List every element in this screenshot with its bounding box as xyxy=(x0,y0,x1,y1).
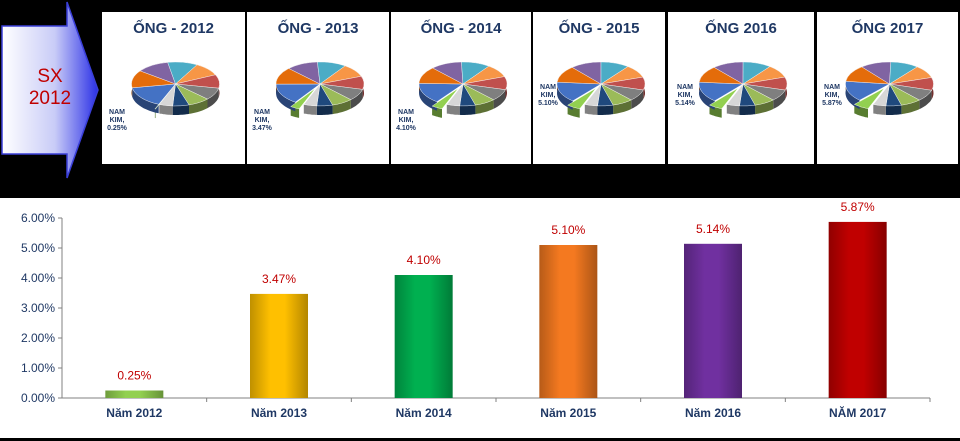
pie-title: ỐNG - 2013 xyxy=(277,20,359,37)
pie-slice-side xyxy=(885,105,902,115)
pie-nam-kim-label: NAM KIM, 0.25% xyxy=(107,109,127,132)
pie-panel-2013: ỐNG - 2013 NAM KIM, 3.47% xyxy=(247,12,389,164)
pie-slice-side xyxy=(493,89,506,109)
pie-nam-kim-label: NAM KIM, 4.10% xyxy=(396,109,416,132)
y-tick-label: 4.00% xyxy=(21,271,55,285)
pie-slice-nam-kim xyxy=(709,88,739,109)
pie-slice-side xyxy=(597,105,614,115)
pie-panel-2017: ỐNG 2017 NAM KIM, 5.87% xyxy=(817,12,958,164)
pie-slice-nam-kim xyxy=(290,88,316,110)
pie-nam-kim-label: NAM KIM, 3.47% xyxy=(252,109,272,132)
pie-slice-side xyxy=(613,100,632,115)
pie-slice xyxy=(584,83,602,107)
pie-slice-side xyxy=(699,82,715,110)
pie-slice-side xyxy=(459,105,476,115)
y-tick-label: 1.00% xyxy=(21,361,55,375)
pie-slice-side xyxy=(773,90,786,109)
pie-slice-side xyxy=(726,104,740,115)
bar-chart-panel: 0.00% 1.00% 2.00% 3.00% 4.00% 5.00% 6.00% 0.25%… xyxy=(0,198,960,438)
arrow-shape xyxy=(1,1,99,179)
pie-slice-side xyxy=(132,87,159,114)
pie-chart xyxy=(131,61,220,119)
pie-slice xyxy=(726,83,744,107)
category-label: Năm 2016 xyxy=(685,406,741,420)
pie-slice-side xyxy=(276,84,296,112)
pie-slice-side xyxy=(332,99,351,115)
category-label: Năm 2012 xyxy=(106,406,162,420)
category-label: NĂM 2017 xyxy=(829,405,887,420)
pie-chart xyxy=(845,61,934,118)
pie-slice-side xyxy=(901,100,920,115)
pie-slice-side xyxy=(845,81,860,110)
pie-title: ỐNG - 2014 xyxy=(420,20,502,37)
pie-slice-side xyxy=(159,104,173,115)
pie-slice-nam-kim xyxy=(853,88,885,109)
pie-slice-side xyxy=(189,99,208,114)
bar xyxy=(539,245,598,398)
pie-nam-kim-label: NAM KIM, 5.14% xyxy=(675,84,695,107)
data-label: 5.87% xyxy=(841,200,875,214)
category-label: Năm 2014 xyxy=(396,406,452,420)
pie-slice-side xyxy=(419,83,437,111)
pie-chart xyxy=(556,61,646,118)
y-tick-label: 6.00% xyxy=(21,211,55,225)
pie-slice xyxy=(446,83,464,107)
bar xyxy=(394,275,453,398)
data-label: 3.47% xyxy=(262,272,296,286)
pie-slice-side xyxy=(739,105,756,115)
y-tick-label: 3.00% xyxy=(21,301,55,315)
y-tick-label: 0.00% xyxy=(21,391,55,405)
pie-slice-side xyxy=(631,90,644,109)
data-label: 5.14% xyxy=(696,222,730,236)
pie-chart xyxy=(418,61,508,118)
data-label: 5.10% xyxy=(551,223,585,237)
pie-nam-kim-label: NAM KIM, 5.87% xyxy=(822,84,842,107)
pie-slice-side xyxy=(557,82,573,110)
bar xyxy=(828,221,887,398)
pie-slice-side xyxy=(303,104,317,115)
pie-nam-kim-label: NAM KIM, 5.10% xyxy=(538,84,558,107)
y-tick-label: 2.00% xyxy=(21,331,55,345)
pie-slice-side xyxy=(446,104,460,115)
pie-slice-side xyxy=(207,88,219,109)
pie-panel-2016: ỐNG 2016 NAM KIM, 5.14% xyxy=(668,12,814,164)
bar-chart: 0.00% 1.00% 2.00% 3.00% 4.00% 5.00% 6.00% 0.25%… xyxy=(21,200,931,420)
pie-slice-side xyxy=(873,104,886,115)
pie-slice-side xyxy=(316,105,333,115)
arrow-label: SX 2012 xyxy=(28,66,72,109)
pie-chart xyxy=(275,61,365,118)
data-label: 0.25% xyxy=(117,369,151,383)
category-label: Năm 2015 xyxy=(540,406,596,420)
pie-panel-2015: ỐNG - 2015 NAM KIM, 5.10% xyxy=(533,12,665,164)
pie-chart xyxy=(698,61,788,118)
pie-panel-2014: ỐNG - 2014 NAM KIM, 4.10% xyxy=(391,12,531,164)
pie-slice-side xyxy=(919,90,932,110)
pie-title: ỐNG 2016 xyxy=(705,20,777,37)
pie-title: ỐNG 2017 xyxy=(851,20,924,37)
pie-title: ỐNG - 2012 xyxy=(133,20,214,37)
pie-slice xyxy=(158,83,176,107)
pie-slice-nam-kim xyxy=(567,88,597,110)
pie-slice xyxy=(872,83,890,107)
pie-slice xyxy=(303,83,321,107)
y-tick-label: 5.00% xyxy=(21,241,55,255)
pie-slice-side xyxy=(475,99,494,115)
bar xyxy=(250,293,308,398)
category-label: Năm 2013 xyxy=(251,406,307,420)
bar xyxy=(684,243,742,398)
pie-slice-side xyxy=(172,104,189,115)
data-label: 4.10% xyxy=(407,253,441,267)
bar xyxy=(105,390,164,398)
pie-slice-side xyxy=(584,104,598,115)
pie-title: ỐNG - 2015 xyxy=(558,20,640,37)
arrow-panel: SX 2012 xyxy=(0,0,100,180)
pie-panel-2012: ỐNG - 2012 NAM KIM, 0.25% xyxy=(102,12,245,164)
pie-slice-side xyxy=(755,100,774,115)
pie-slice-side xyxy=(350,89,363,109)
pie-slice-nam-kim xyxy=(431,88,459,110)
